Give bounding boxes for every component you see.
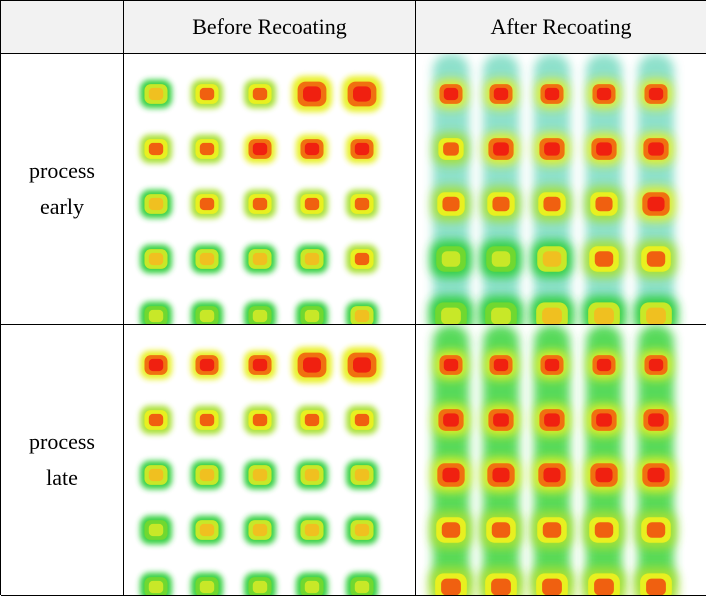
row-label-line1: process [29, 158, 95, 183]
row-label-line2: early [40, 194, 84, 219]
row-label-process-early: process early [1, 54, 124, 325]
corner-header-cell [1, 1, 124, 54]
thermal-image-early-before [124, 54, 416, 325]
column-header-before-label: Before Recoating [192, 14, 347, 39]
column-header-before: Before Recoating [124, 1, 416, 54]
column-header-after: After Recoating [416, 1, 706, 54]
thermal-heatmap-late-before [124, 325, 415, 595]
thermal-image-early-after [416, 54, 706, 325]
row-label-process-late: process late [1, 325, 124, 596]
thermal-heatmap-early-after [416, 54, 706, 324]
thermal-image-late-before [124, 325, 416, 596]
thermal-image-late-after [416, 325, 706, 596]
thermal-heatmap-late-after [416, 325, 706, 595]
column-header-after-label: After Recoating [490, 14, 632, 39]
thermal-heatmap-early-before [124, 54, 415, 324]
row-label-line1: process [29, 429, 95, 454]
row-label-line2: late [46, 465, 78, 490]
